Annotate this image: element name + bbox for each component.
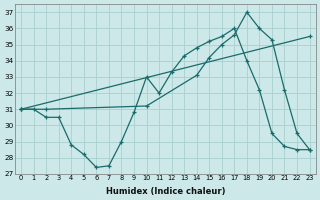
X-axis label: Humidex (Indice chaleur): Humidex (Indice chaleur) xyxy=(106,187,225,196)
